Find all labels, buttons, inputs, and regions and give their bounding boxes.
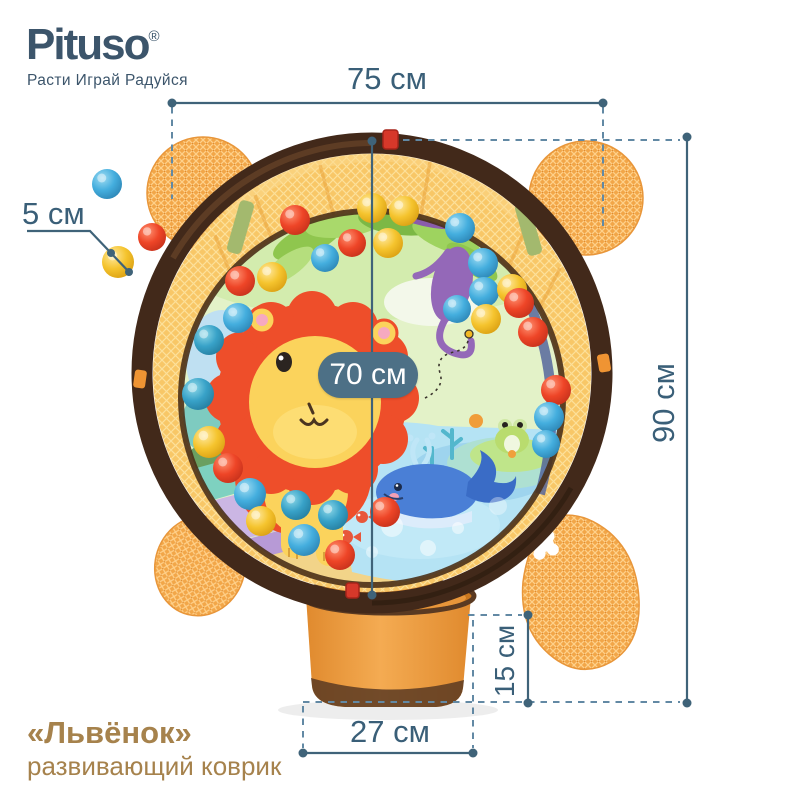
whale-illustration [376, 432, 517, 529]
dimension-label-basket-height: 15 см [489, 624, 520, 698]
side-tab-right [597, 353, 611, 373]
strap-right [515, 202, 542, 256]
product-type: развивающий коврик [27, 751, 282, 781]
play-balls [182, 193, 571, 570]
strap-left [227, 200, 254, 254]
dimension-badge-mat-diameter: 70 см [318, 352, 418, 398]
brand-tagline: Расти Играй Радуйся [27, 72, 188, 89]
brand-logo: Pituso® [26, 20, 160, 69]
clip-bottom [345, 582, 360, 599]
dimension-label-right-height: 90 см [646, 363, 681, 443]
dimension-label-top-width: 75 см [347, 61, 427, 96]
dimension-dots [107, 98, 692, 758]
dimension-solid-lines [27, 101, 689, 755]
dimension-label-ball-diameter: 5 см [22, 196, 85, 231]
dimension-dashed-lines [171, 107, 680, 748]
bee-trail [424, 332, 470, 399]
dimension-annotations [27, 98, 692, 758]
product-name: «Львёнок» [27, 715, 192, 750]
side-tab-left [133, 369, 147, 389]
sun-dot [469, 414, 483, 428]
bee-icon [464, 329, 474, 339]
clip-top [382, 129, 399, 150]
registered-mark: ® [148, 28, 160, 45]
basket-bottom-trim [311, 678, 464, 707]
dimension-label-basket-width: 27 см [350, 714, 430, 749]
leader-line-5 [27, 229, 131, 274]
frog-illustration [495, 419, 529, 458]
